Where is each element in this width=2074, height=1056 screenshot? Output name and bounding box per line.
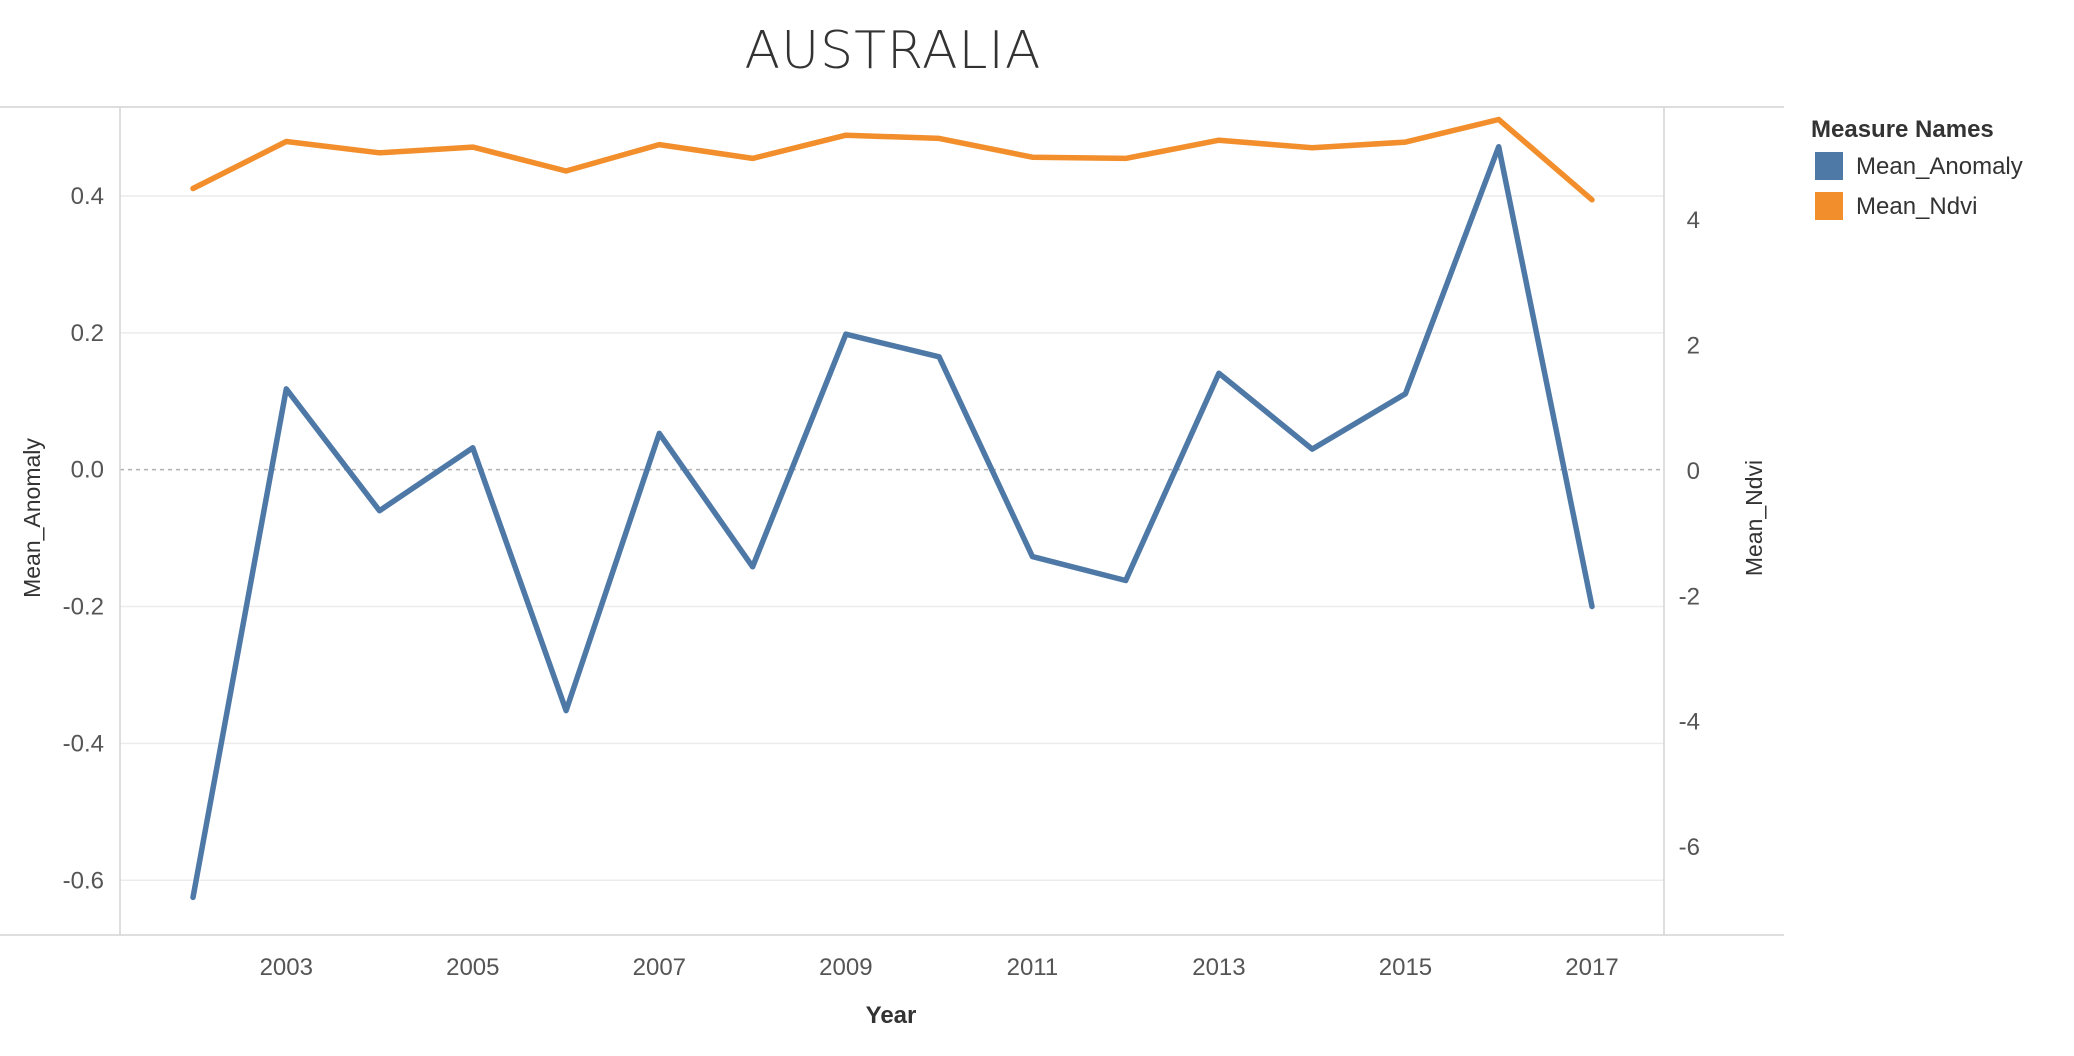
y-right-tick-label: 4 <box>1687 207 1700 234</box>
y-left-tick-label: -0.6 <box>63 867 104 894</box>
legend-swatch <box>1815 192 1843 220</box>
legend-label: Mean_Ndvi <box>1856 193 1977 220</box>
legend: Measure Names Mean_Anomaly Mean_Ndvi <box>1811 116 2023 220</box>
y-right-tick-label: -6 <box>1679 834 1700 861</box>
chart-title: AUSTRALIA <box>745 21 1042 81</box>
legend-swatch <box>1815 152 1843 180</box>
legend-label: Mean_Anomaly <box>1856 153 2023 180</box>
series-line-mean-anomaly <box>190 143 1595 901</box>
left-axis-ticks: 0.4 0.2 0.0 -0.2 -0.4 -0.6 <box>63 183 104 894</box>
y-left-tick-label: -0.2 <box>63 594 104 621</box>
series-line-mean-ndvi <box>190 116 1595 203</box>
series-layer <box>190 116 1595 901</box>
gridlines <box>120 195 1664 882</box>
x-tick-label: 2003 <box>260 954 313 981</box>
x-tick-label: 2013 <box>1192 954 1245 981</box>
x-tick-label: 2017 <box>1565 954 1618 981</box>
y-axis-right-title: Mean_Ndvi <box>1741 460 1767 576</box>
x-axis-ticks: 2003 2005 2007 2009 2011 2013 2015 2017 <box>260 954 1619 981</box>
y-right-tick-label: -2 <box>1679 583 1700 610</box>
y-left-tick-label: -0.4 <box>63 730 104 757</box>
plot-frame <box>0 106 1784 936</box>
x-tick-label: 2005 <box>446 954 499 981</box>
y-left-tick-label: 0.0 <box>71 457 104 484</box>
y-right-tick-label: 0 <box>1687 458 1700 485</box>
x-tick-label: 2015 <box>1379 954 1432 981</box>
right-axis-ticks: 4 2 0 -2 -4 -6 <box>1679 207 1700 861</box>
x-tick-label: 2011 <box>1007 954 1059 981</box>
x-tick-label: 2007 <box>633 954 686 981</box>
y-axis-left-title: Mean_Anomaly <box>19 438 45 598</box>
y-left-tick-label: 0.2 <box>71 320 104 347</box>
y-right-tick-label: -4 <box>1679 709 1700 736</box>
y-left-tick-label: 0.4 <box>71 183 104 210</box>
x-tick-label: 2009 <box>819 954 872 981</box>
legend-items: Mean_Anomaly Mean_Ndvi <box>1815 152 2023 220</box>
y-right-tick-label: 2 <box>1687 332 1700 359</box>
x-axis-title: Year <box>866 1002 917 1029</box>
legend-title: Measure Names <box>1811 116 1994 143</box>
